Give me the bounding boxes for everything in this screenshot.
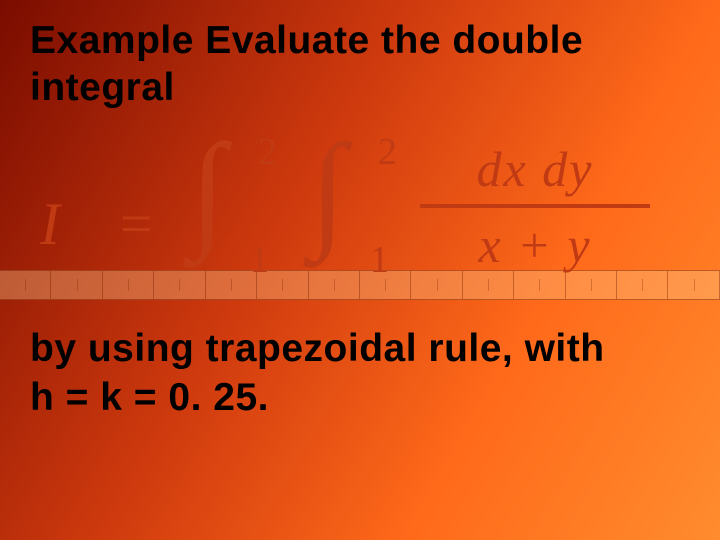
footer-line-2: h = k = 0. 25. (30, 374, 690, 423)
heading-line-2: integral (30, 65, 690, 112)
footer-text: by using trapezoidal rule, with h = k = … (30, 325, 690, 423)
formula: I = ∫ 2 1 ∫ 2 1 dx dy x + y (40, 130, 680, 305)
heading-line-1: Example Evaluate the double (30, 18, 690, 65)
integral-symbol-inner: ∫ (310, 125, 346, 255)
fraction: dx dy x + y (410, 140, 660, 274)
numerator: dx dy (410, 140, 660, 202)
heading: Example Evaluate the double integral (30, 18, 690, 112)
inner-lower-limit: 1 (370, 238, 389, 282)
inner-upper-limit: 2 (378, 130, 397, 174)
integral-symbol-outer: ∫ (190, 125, 226, 255)
equals-sign: = (120, 190, 153, 257)
footer-line-1: by using trapezoidal rule, with (30, 325, 690, 374)
outer-lower-limit: 1 (250, 238, 269, 282)
slide: Example Evaluate the double integral I =… (0, 0, 720, 540)
formula-lhs: I (40, 190, 60, 259)
denominator: x + y (410, 208, 660, 274)
outer-upper-limit: 2 (258, 130, 277, 174)
